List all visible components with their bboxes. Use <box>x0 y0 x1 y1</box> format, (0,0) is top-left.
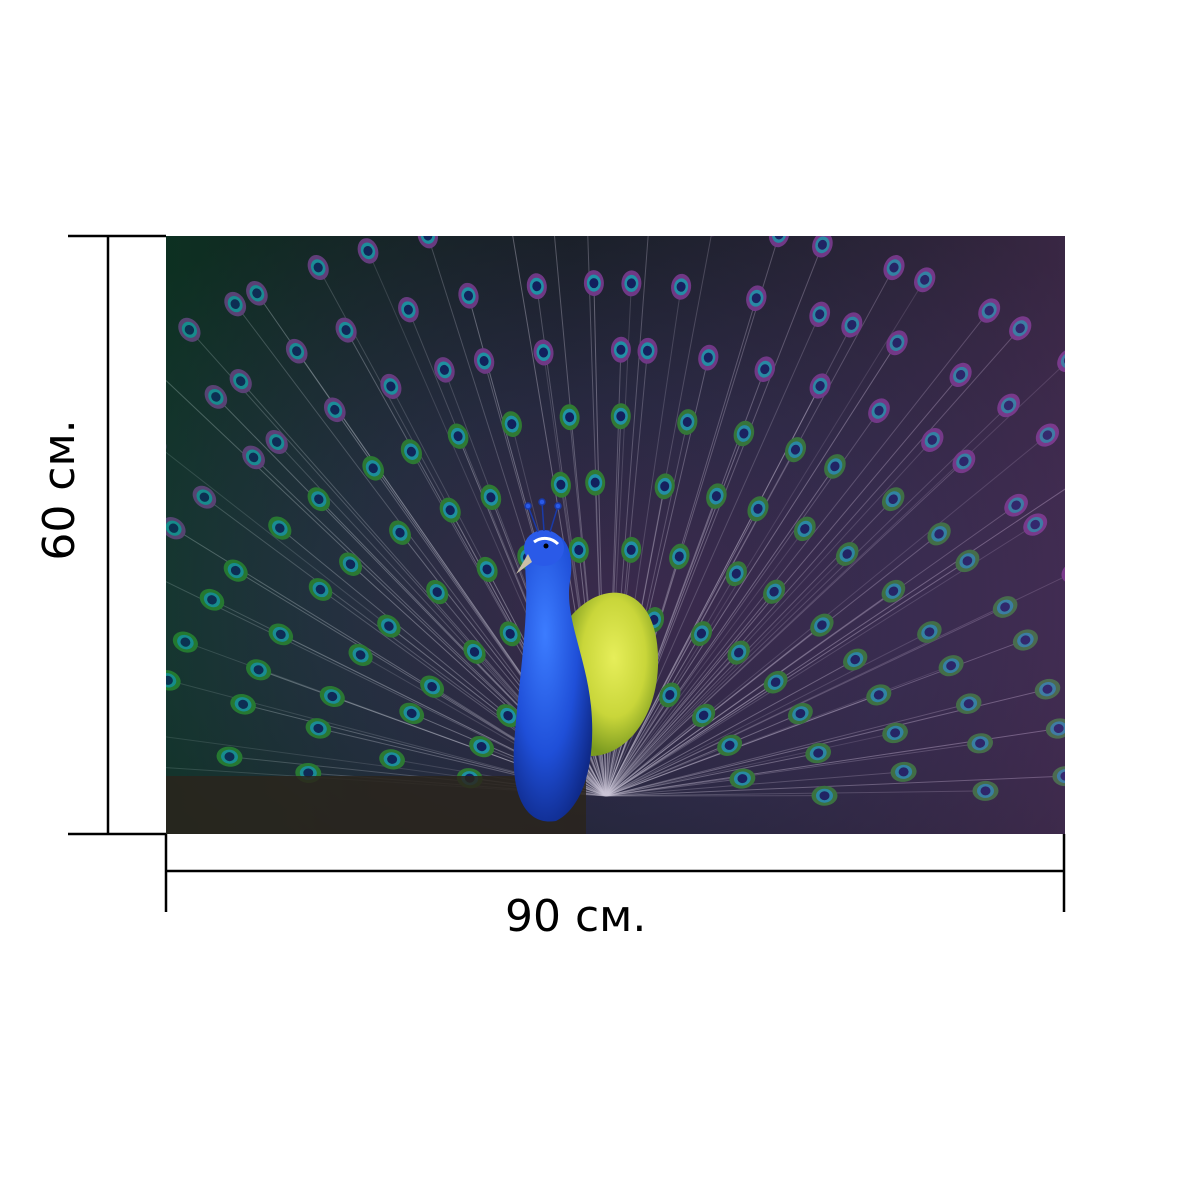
peacock-eye-stripe <box>533 536 560 546</box>
peacock-body <box>513 498 659 822</box>
peacock-head <box>524 530 564 566</box>
peacock-photo <box>166 236 1065 834</box>
breast-feathers <box>569 592 659 756</box>
height-label: 60 см. <box>34 419 85 561</box>
ground <box>166 776 586 834</box>
width-label: 90 см. <box>505 891 647 942</box>
peacock-beak <box>516 554 532 574</box>
peacock-eye <box>543 543 549 549</box>
peacock-crest <box>524 498 562 533</box>
peacock-neck-body <box>513 533 593 822</box>
